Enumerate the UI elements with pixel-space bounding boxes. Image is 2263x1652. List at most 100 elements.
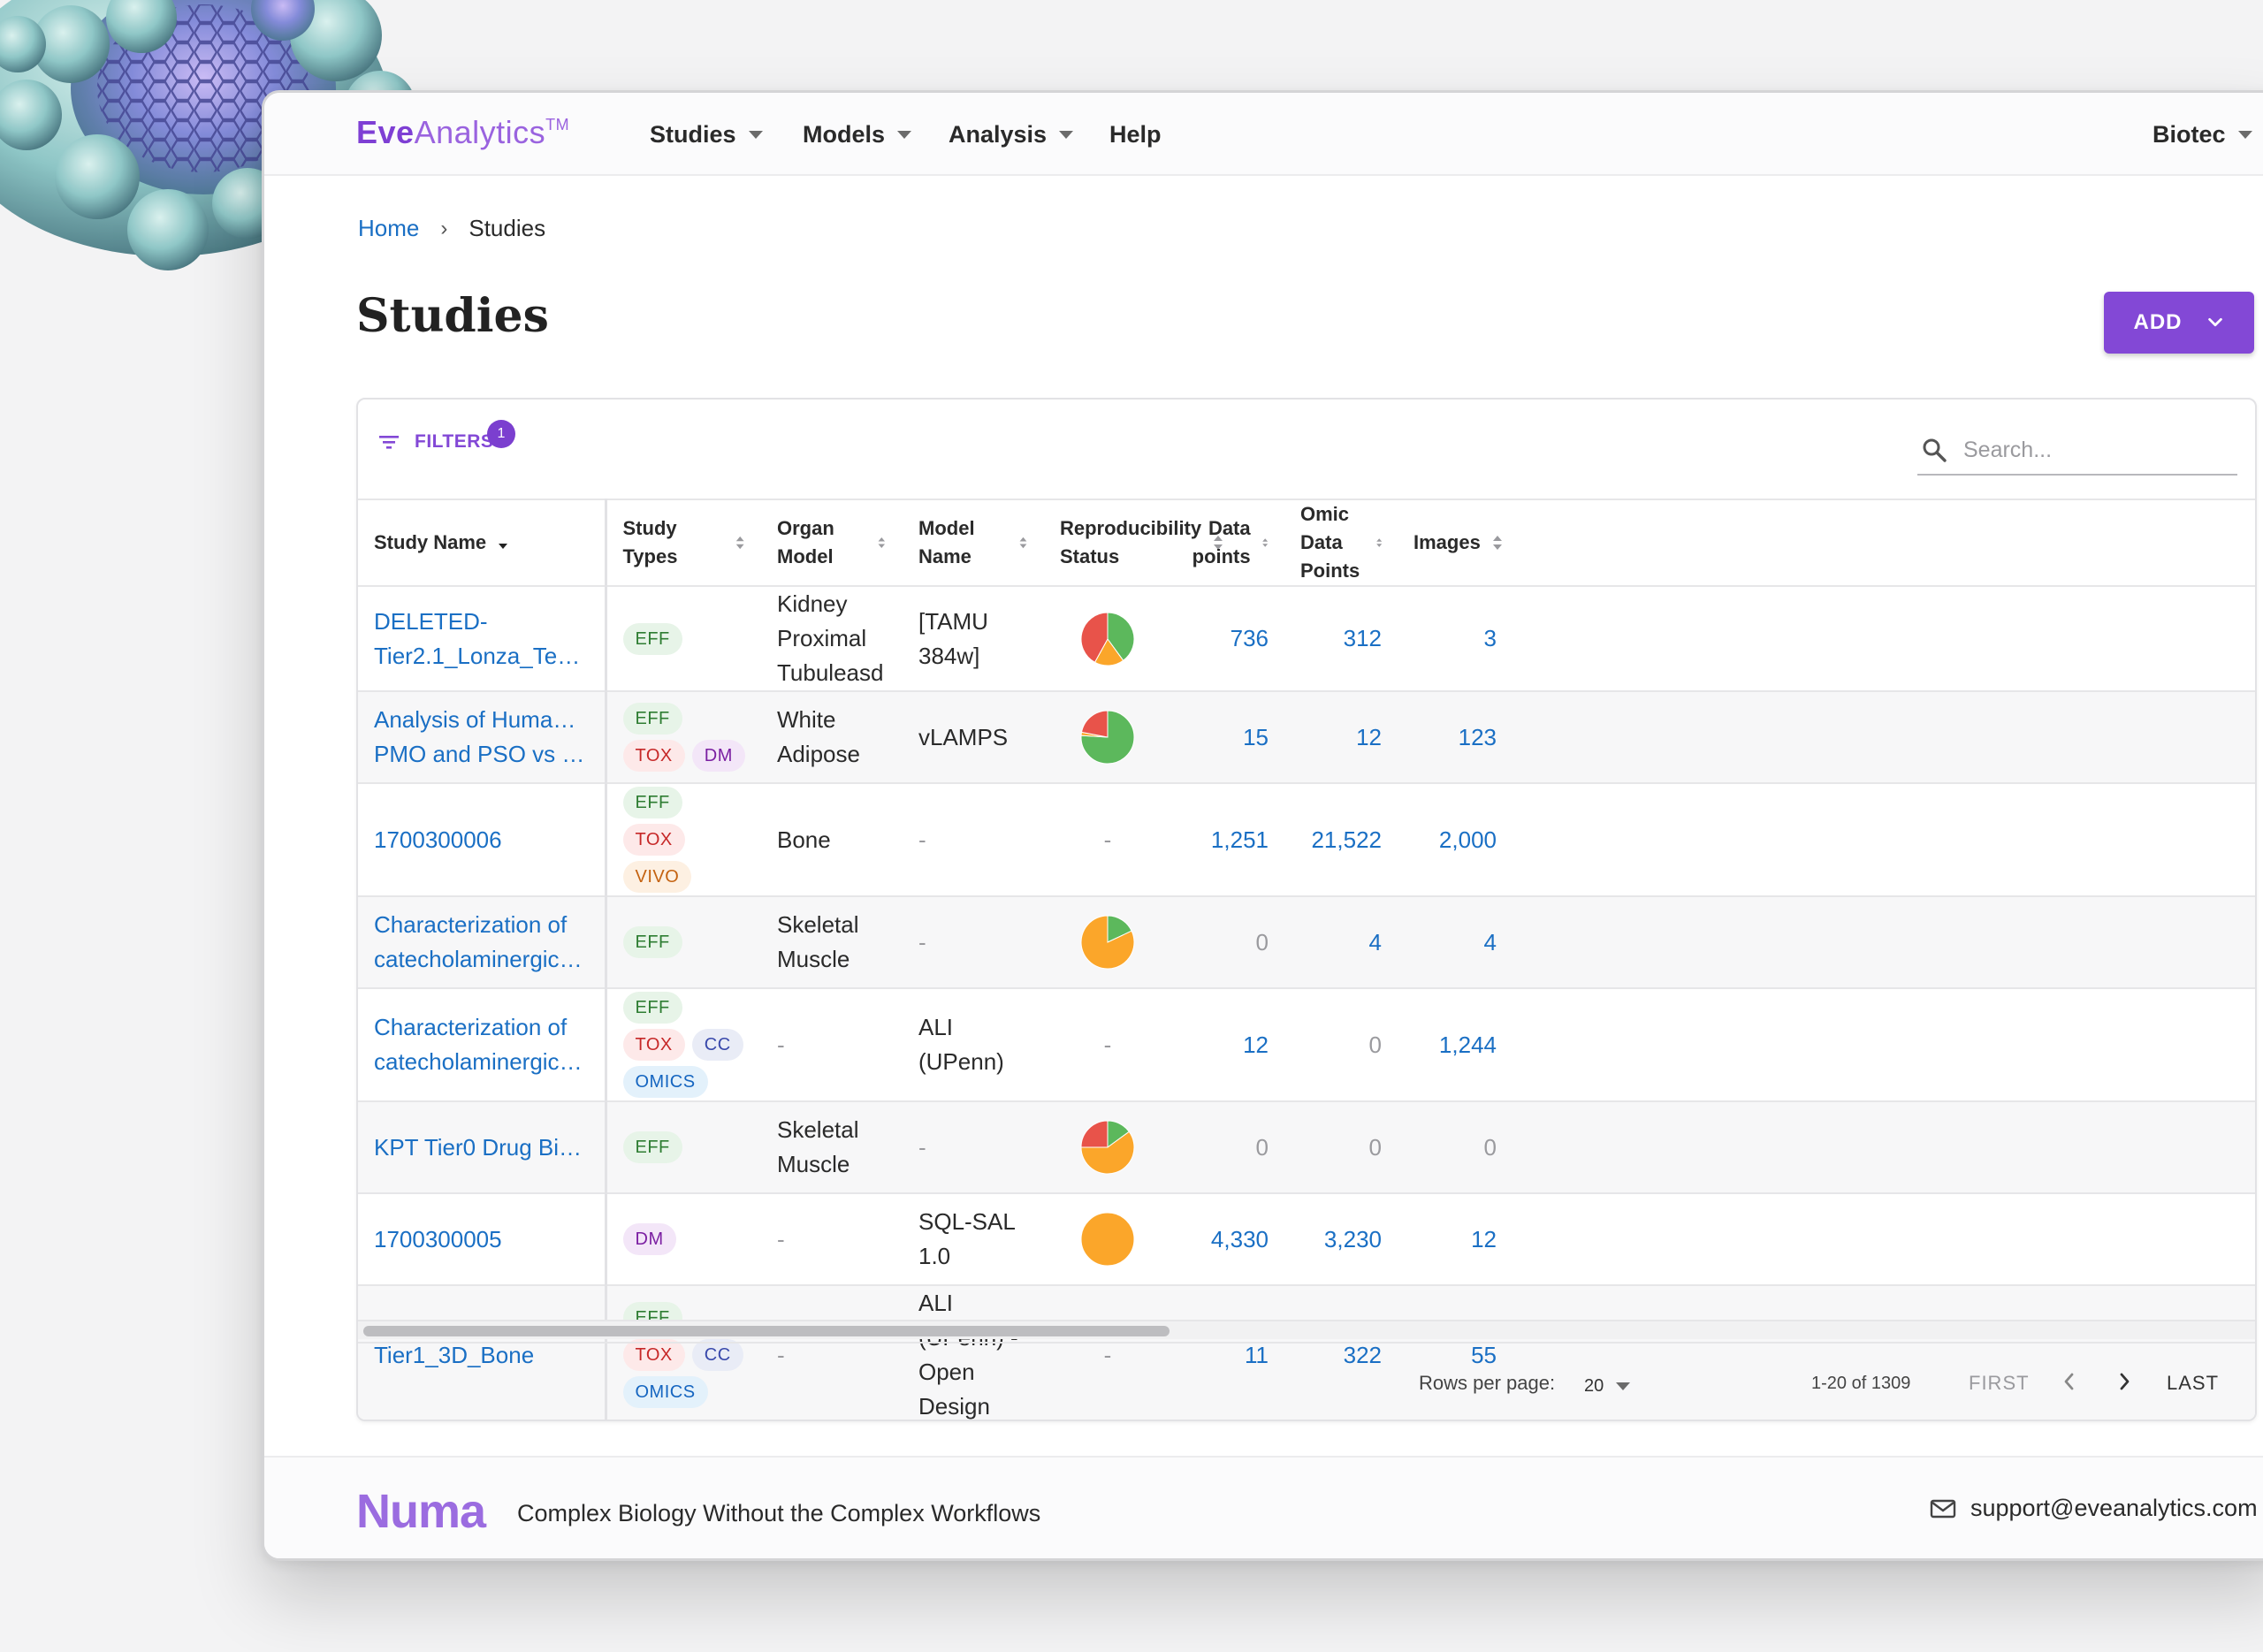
table-row[interactable]: 1700300006 EFF TOX VIVO Bone - - 1,251 21,522 2,0…	[358, 783, 2255, 897]
study-name-link[interactable]: 1700300006	[374, 823, 589, 857]
column-header[interactable]: Reproducibility Status	[1044, 499, 1223, 587]
row-spacer	[1512, 896, 2255, 989]
empty-status: -	[1103, 826, 1112, 853]
column-header[interactable]: Data points	[1171, 499, 1284, 587]
column-header[interactable]: Study Name	[358, 499, 607, 587]
reproducibility-status-cell	[1044, 586, 1171, 692]
caret-down-icon	[1616, 1382, 1631, 1390]
pie-slice-red	[1080, 1120, 1109, 1148]
reproducibility-status-cell	[1044, 896, 1171, 989]
data-points-value[interactable]: 736	[1230, 625, 1269, 651]
data-points-cell: 0	[1171, 896, 1284, 989]
column-header[interactable]: Omic Data Points	[1284, 499, 1398, 587]
images-value[interactable]: 1,244	[1438, 1031, 1497, 1058]
reproducibility-pie-icon[interactable]	[1079, 611, 1136, 667]
last-page-button[interactable]: LAST	[2167, 1372, 2220, 1394]
column-header-label: Model Name	[918, 517, 975, 567]
model-name-line1: ALI (UPenn)	[918, 1014, 1004, 1075]
study-name-link[interactable]: KPT Tier0 Drug Binding	[374, 1131, 589, 1165]
nav-help[interactable]: Help	[1109, 121, 1162, 148]
support-email-link[interactable]: support@eveanalytics.com	[1930, 1495, 2258, 1522]
column-header-content: Organ Model	[777, 514, 887, 571]
column-header-content: Study Name	[374, 529, 509, 557]
empty-status: -	[1103, 1031, 1112, 1058]
account-menu[interactable]: Biotec	[2153, 121, 2252, 148]
study-name-link[interactable]: Analysis of Human Kidney Cells: PMO and P…	[374, 703, 589, 772]
data-points-value[interactable]: 11	[1245, 1341, 1269, 1368]
study-name-link[interactable]: Characterization of catecholaminergic pol…	[374, 908, 589, 977]
organ-model-cell: -	[761, 1285, 903, 1420]
data-points-value[interactable]: 1,251	[1210, 826, 1269, 853]
horizontal-scrollbar[interactable]	[358, 1320, 2255, 1339]
table-body: DELETED- Tier2.1_Lonza_TempOseq EFF Kidney …	[358, 586, 2255, 1420]
data-points-value[interactable]: 4,330	[1210, 1225, 1269, 1252]
table-row[interactable]: DELETED- Tier2.1_Lonza_TempOseq EFF Kidney …	[358, 586, 2255, 692]
images-value[interactable]: 4	[1483, 928, 1497, 955]
breadcrumb-home[interactable]: Home	[358, 215, 420, 241]
breadcrumb: Home › Studies	[358, 215, 545, 242]
table-row[interactable]: Characterization of catecholaminergic pol…	[358, 988, 2255, 1102]
search-input[interactable]	[1963, 437, 2229, 463]
column-header-label: Omic	[1300, 503, 1350, 525]
data-points-value[interactable]: 12	[1243, 1031, 1269, 1058]
model-name-cell: vLAMPS	[903, 691, 1044, 784]
study-name-link[interactable]: 1700300005	[374, 1222, 589, 1257]
reproducibility-pie-icon[interactable]	[1079, 1119, 1136, 1176]
brand-logo[interactable]: EveAnalyticsTM	[356, 114, 569, 151]
column-header[interactable]: Organ Model	[761, 499, 903, 587]
table-row[interactable]: KPT Tier0 Drug Binding EFF Skeletal Muscle…	[358, 1101, 2255, 1194]
omic-data-points-value[interactable]: 21,522	[1311, 826, 1382, 853]
study-name-link[interactable]: DELETED- Tier2.1_Lonza_TempOseq	[374, 605, 589, 674]
images-value[interactable]: 12	[1471, 1225, 1497, 1252]
omic-data-points-value[interactable]: 3,230	[1323, 1225, 1382, 1252]
table-row[interactable]: Characterization of catecholaminergic pol…	[358, 896, 2255, 989]
data-points-value[interactable]: 15	[1243, 723, 1269, 750]
data-points-cell: 0	[1171, 1101, 1284, 1194]
pie-slice-orange	[1080, 1212, 1135, 1267]
first-page-button[interactable]: FIRST	[1969, 1372, 2030, 1394]
table-row[interactable]: Analysis of Human Kidney Cells: PMO and P…	[358, 691, 2255, 784]
organ-model-line1: -	[777, 1225, 785, 1252]
column-header-label-box: Reproducibility Status	[1060, 514, 1201, 571]
app-window: EveAnalyticsTM Studies Models Analysis H…	[262, 90, 2263, 1561]
rows-per-page-select[interactable]: 20	[1584, 1374, 1631, 1397]
organ-model-cell: Kidney Proximal Tubuleasd	[761, 586, 903, 692]
omic-data-points-value[interactable]: 312	[1343, 625, 1382, 651]
omic-data-points-cell: 0	[1284, 988, 1398, 1102]
pagination: Rows per page: 20 1-20 of 1309 FIRST LAS…	[358, 1342, 2255, 1420]
caret-down-icon	[897, 131, 912, 139]
images-value[interactable]: 55	[1471, 1341, 1497, 1368]
study-type-chip: DM	[691, 740, 745, 772]
images-value[interactable]: 2,000	[1438, 826, 1497, 853]
images-value[interactable]: 123	[1458, 723, 1497, 750]
chevron-right-icon	[2120, 1373, 2130, 1390]
column-header[interactable]: Study Types	[606, 499, 761, 587]
images-cell: 3	[1398, 586, 1512, 692]
omic-data-points-value[interactable]: 12	[1356, 723, 1382, 750]
images-value[interactable]: 3	[1483, 625, 1497, 651]
scrollbar-thumb[interactable]	[363, 1326, 1170, 1336]
study-type-chip: EFF	[622, 622, 682, 655]
filters-button[interactable]: FILTERS	[377, 431, 493, 453]
omic-data-points-value[interactable]: 322	[1343, 1341, 1382, 1368]
reproducibility-pie-icon[interactable]	[1079, 709, 1136, 765]
table-row[interactable]: 1700300005 DM - SQL-SAL 1.0 4,330 3,230 12	[358, 1193, 2255, 1286]
study-name-cell: Analysis of Human Kidney Cells: PMO and P…	[358, 691, 607, 784]
model-name-line1: vLAMPS	[918, 723, 1009, 750]
nav-analysis[interactable]: Analysis	[949, 121, 1074, 148]
reproducibility-pie-icon[interactable]	[1079, 1211, 1136, 1268]
column-header[interactable]: Images	[1398, 499, 1512, 587]
nav-models[interactable]: Models	[803, 121, 912, 148]
next-page-button[interactable]	[2115, 1370, 2133, 1398]
column-header[interactable]: Model Name	[903, 499, 1044, 587]
nav-studies[interactable]: Studies	[650, 121, 763, 148]
study-name-link[interactable]: Characterization of catecholaminergic pol…	[374, 1010, 589, 1079]
reproducibility-pie-icon[interactable]	[1079, 914, 1136, 971]
omic-data-points-value[interactable]: 4	[1368, 928, 1382, 955]
pie-slice-red	[1080, 611, 1109, 663]
add-button[interactable]: ADD	[2104, 292, 2254, 354]
numa-logo[interactable]: Numa	[356, 1485, 486, 1538]
prev-page-button[interactable]	[2061, 1370, 2078, 1398]
study-name-cell: 1700300006	[358, 783, 607, 897]
